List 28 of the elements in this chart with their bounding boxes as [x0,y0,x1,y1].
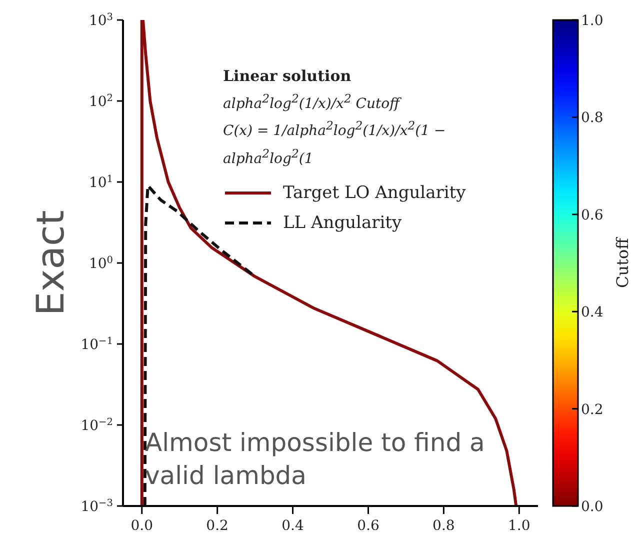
line-series [140,20,518,506]
legend-label: LL Angularity [283,212,402,235]
color-bar-label: 0.6 [581,207,604,224]
y-tick-label: 10$^{−1}$ [80,336,113,353]
y-tick-label: 10$^{3}$ [88,12,113,29]
color-bar-label: 1.0 [581,13,604,29]
annotation: alpha$^{2}$log$^{2}$(1/x)/x$^{2}$ Cutoff [223,91,400,112]
x-tick-label: 0.6 [357,518,380,534]
annotation: Almost impossible to find a valid lambda [145,428,485,490]
y-axis-title: Exact [28,210,72,316]
y-tick-label: 10$^{2}$ [88,92,113,110]
x-tick-label: 1.0 [508,518,530,534]
x-tick-label: 0.2 [206,518,228,534]
x-tick-label: 0.0 [130,518,153,534]
y-tick-label: 10$^{−3}$ [80,498,113,515]
color-bar-label: 0.2 [581,402,604,418]
color-bar-label: 0.4 [581,304,604,321]
color-bar-label: 0.0 [581,499,604,515]
color-bar-title: Cutoff [613,236,631,288]
x-tick-label: 0.8 [432,518,455,534]
text: C(x) = 1/alpha$^{2}$log$^{2}$(1/x)/x$^{2}$(1 − alpha$^{2}$log$^{2}$(1 [223,118,446,167]
y-tick-label: 10$^{1}$ [88,174,113,191]
legend-label: Target LO Angularity [283,182,466,205]
y-tick-label: 10$^{−2}$ [80,416,113,434]
color-bar-label: 0.8 [581,110,604,126]
y-tick-label: 10$^{0}$ [88,254,113,272]
legend-title: Linear solution [223,66,352,87]
x-tick-label: 0.4 [282,518,304,534]
